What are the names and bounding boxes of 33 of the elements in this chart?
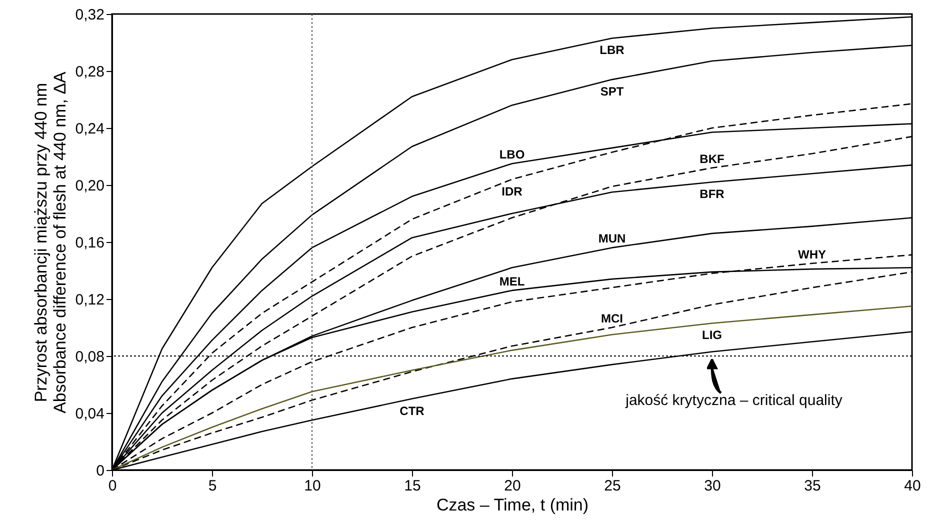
- x-tick-label: 35: [804, 478, 821, 494]
- y-tick-label: 0,20: [75, 178, 104, 194]
- series-label: WHY: [798, 247, 826, 262]
- series-label: SPT: [600, 84, 624, 99]
- series-label: MCI: [601, 312, 623, 326]
- series-label: IDR: [502, 184, 523, 198]
- series-label: CTR: [400, 404, 425, 418]
- series-label: BFR: [700, 187, 725, 202]
- series-label: MUN: [598, 232, 626, 246]
- series-label: MEL: [499, 274, 525, 288]
- x-tick-label: 10: [304, 478, 321, 494]
- y-tick-label: 0,08: [75, 348, 104, 366]
- x-axis-title: Czas – Time, t (min): [436, 496, 589, 514]
- series-label: LBR: [600, 43, 625, 58]
- y-tick-label: 0,16: [75, 234, 104, 252]
- y-tick-label: 0,04: [75, 406, 104, 422]
- y-tick-label: 0: [96, 462, 104, 480]
- series-label: LIG: [702, 328, 722, 342]
- y-tick-label: 0,12: [75, 292, 104, 308]
- y-tick-label: 0,28: [75, 64, 104, 80]
- x-tick-label: 30: [704, 478, 721, 494]
- x-tick-label: 15: [404, 478, 421, 494]
- series-label: LBO: [499, 148, 525, 162]
- annotation: jakość krytyczna – critical quality: [624, 392, 843, 409]
- y-axis-title: Przyrost absorbancji miąższu przy 440 nm Absorbance difference of flesh at 440 nm, ΔA: [31, 70, 70, 414]
- y-tick-label: 0,32: [75, 6, 104, 24]
- x-tick-label: 5: [208, 478, 217, 494]
- series-label: BKF: [700, 152, 724, 166]
- x-tick-label: 25: [604, 478, 621, 494]
- x-tick-label: 0: [108, 478, 117, 494]
- x-tick-label: 40: [904, 478, 921, 494]
- y-tick-label: 0,24: [75, 120, 104, 138]
- x-tick-label: 20: [504, 478, 521, 494]
